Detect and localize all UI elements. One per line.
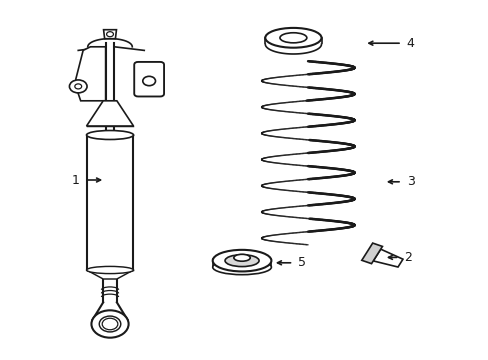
Circle shape xyxy=(102,318,118,330)
Text: 4: 4 xyxy=(406,37,414,50)
Text: 1: 1 xyxy=(72,174,80,186)
FancyBboxPatch shape xyxy=(134,62,164,96)
Ellipse shape xyxy=(212,260,271,275)
Polygon shape xyxy=(86,101,133,126)
Ellipse shape xyxy=(233,254,250,261)
Text: 3: 3 xyxy=(406,175,414,188)
Circle shape xyxy=(142,76,155,86)
Text: 2: 2 xyxy=(404,251,411,264)
Circle shape xyxy=(106,32,113,37)
Circle shape xyxy=(75,84,81,89)
Polygon shape xyxy=(76,47,105,101)
Polygon shape xyxy=(372,249,402,267)
Ellipse shape xyxy=(224,255,259,266)
Ellipse shape xyxy=(279,33,306,43)
Ellipse shape xyxy=(212,250,271,271)
Ellipse shape xyxy=(86,266,133,274)
Polygon shape xyxy=(86,270,133,279)
Polygon shape xyxy=(361,243,382,264)
Text: 5: 5 xyxy=(298,256,305,269)
Circle shape xyxy=(99,316,121,332)
Circle shape xyxy=(69,80,87,93)
Polygon shape xyxy=(103,30,116,39)
Ellipse shape xyxy=(264,28,321,48)
Ellipse shape xyxy=(86,130,133,139)
Circle shape xyxy=(91,310,128,338)
